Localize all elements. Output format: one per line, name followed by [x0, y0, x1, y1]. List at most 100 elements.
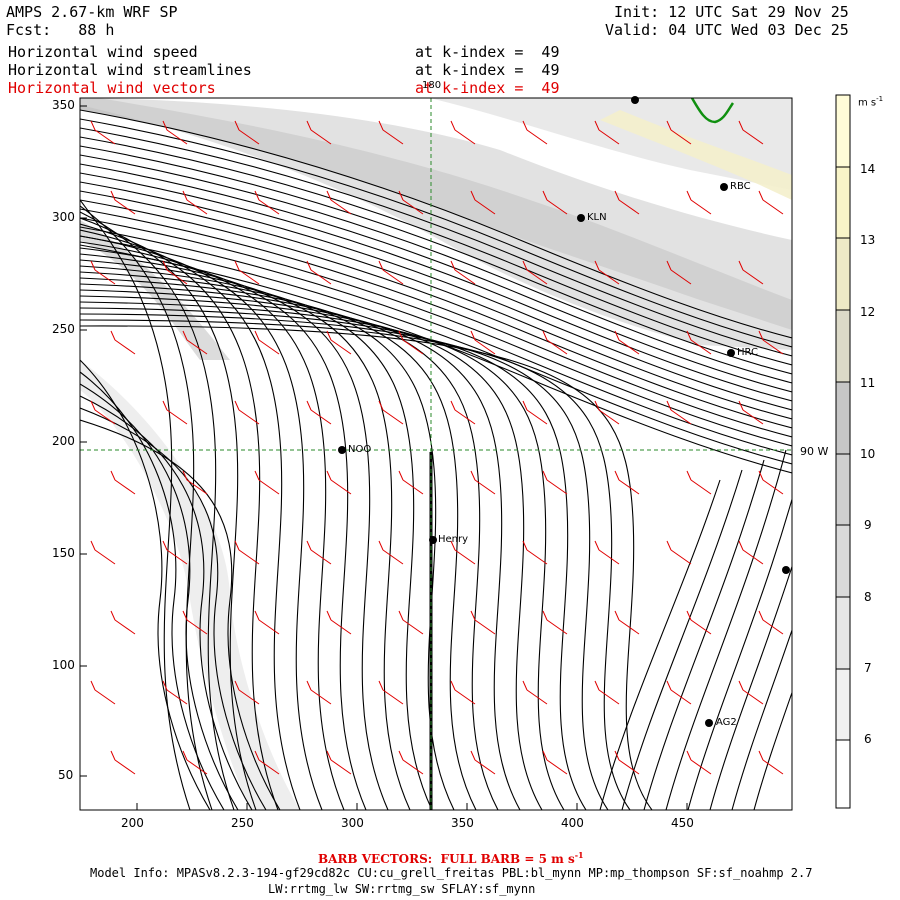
- streamline: [80, 383, 239, 810]
- colorbar-label-13: 13: [860, 233, 876, 247]
- wind-barb: [594, 680, 620, 705]
- init-time: Init: 12 UTC Sat 29 Nov 25: [614, 3, 849, 21]
- speed-band-upper: [430, 98, 792, 190]
- wind-barb: [326, 610, 352, 635]
- wind-barb: [594, 120, 620, 145]
- station-label-noo: NOO: [348, 444, 372, 455]
- layer-k-streamlines: at k-index = 49: [415, 61, 560, 79]
- wind-barb: [254, 470, 280, 495]
- colorbar-label-10: 10: [860, 447, 876, 461]
- station-label-ag2: AG2: [716, 717, 737, 728]
- streamline: [80, 211, 235, 810]
- x-tick-400: 400: [561, 816, 584, 830]
- wind-barb: [378, 120, 404, 145]
- wind-barb: [522, 120, 548, 145]
- streamline: [80, 217, 792, 447]
- wind-barbs: [90, 120, 784, 775]
- wind-barb: [306, 680, 332, 705]
- physics-info: LW:rrtmg_lw SW:rrtmg_sw SFLAY:sf_mynn: [268, 882, 536, 896]
- streamline: [80, 181, 792, 411]
- wind-barb: [686, 330, 712, 355]
- wind-barb: [542, 190, 568, 215]
- wind-barb: [614, 610, 640, 635]
- streamline: [80, 118, 792, 348]
- station-label-kln: KLN: [587, 212, 607, 223]
- streamline: [80, 319, 631, 810]
- wind-barb: [90, 680, 116, 705]
- streamline: [709, 564, 792, 810]
- wind-barb: [306, 400, 332, 425]
- streamline: [665, 449, 787, 810]
- streamline: [80, 307, 587, 810]
- colorbar-label-7: 7: [864, 661, 872, 675]
- wind-barb: [666, 400, 692, 425]
- wind-barb: [398, 750, 424, 775]
- wind-barb: [110, 330, 136, 355]
- wind-barb: [182, 190, 208, 215]
- wind-barb: [90, 540, 116, 565]
- wind-barb: [614, 330, 640, 355]
- coastline: [690, 98, 735, 124]
- wind-barb: [326, 330, 352, 355]
- meridian-label: 180: [422, 80, 442, 91]
- layer-label-speed: Horizontal wind speed: [8, 43, 198, 61]
- streamline: [80, 217, 257, 810]
- station-label-henry: Henry: [438, 534, 469, 545]
- station-label-rbc: RBC: [730, 181, 751, 192]
- y-tick-300: 300: [52, 210, 75, 224]
- wind-barb: [522, 540, 548, 565]
- wind-barb: [542, 610, 568, 635]
- layer-k-speed: at k-index = 49: [415, 43, 560, 61]
- streamline: [80, 127, 792, 357]
- layer-k-vectors: at k-index = 49: [415, 79, 560, 97]
- wind-barb: [378, 540, 404, 565]
- x-tick-250: 250: [231, 816, 254, 830]
- wind-barb: [594, 260, 620, 285]
- x-tick-350: 350: [451, 816, 474, 830]
- wind-barb: [758, 610, 784, 635]
- wind-barb: [666, 120, 692, 145]
- wind-barb: [758, 750, 784, 775]
- wind-barb: [450, 680, 476, 705]
- wind-barb: [450, 120, 476, 145]
- wind-barb: [738, 400, 764, 425]
- wind-barb: [522, 260, 548, 285]
- y-tick-150: 150: [52, 546, 75, 560]
- wind-barb: [594, 540, 620, 565]
- streamline: [753, 690, 792, 810]
- wind-barb: [162, 260, 188, 285]
- wind-barb: [738, 680, 764, 705]
- streamline: [80, 199, 191, 810]
- streamline: [80, 325, 653, 810]
- plot-frame: [79, 97, 793, 811]
- wind-barb: [326, 470, 352, 495]
- streamline: [80, 259, 411, 810]
- wind-barb: [182, 470, 208, 495]
- streamline: [80, 109, 792, 339]
- wind-barb: [450, 400, 476, 425]
- colorbar: [835, 94, 851, 809]
- streamline: [80, 289, 521, 810]
- wind-barb: [542, 330, 568, 355]
- wind-barb: [254, 330, 280, 355]
- colorbar-label-8: 8: [864, 590, 872, 604]
- wind-barb: [254, 610, 280, 635]
- x-tick-450: 450: [671, 816, 694, 830]
- wind-barb: [182, 330, 208, 355]
- wind-barb: [614, 190, 640, 215]
- y-tick-200: 200: [52, 434, 75, 448]
- speed-band-west: [80, 360, 300, 810]
- wind-barb: [686, 750, 712, 775]
- wind-barb: [398, 330, 424, 355]
- wind-barb: [686, 610, 712, 635]
- wind-barb: [398, 190, 424, 215]
- wind-barb: [450, 260, 476, 285]
- valid-time: Valid: 04 UTC Wed 03 Dec 25: [605, 21, 849, 39]
- station-markers: [338, 96, 790, 727]
- wind-barb: [450, 540, 476, 565]
- wind-barb: [326, 750, 352, 775]
- streamline: [80, 295, 543, 810]
- wind-barb: [234, 400, 260, 425]
- streamline: [80, 301, 565, 810]
- wind-barb: [326, 190, 352, 215]
